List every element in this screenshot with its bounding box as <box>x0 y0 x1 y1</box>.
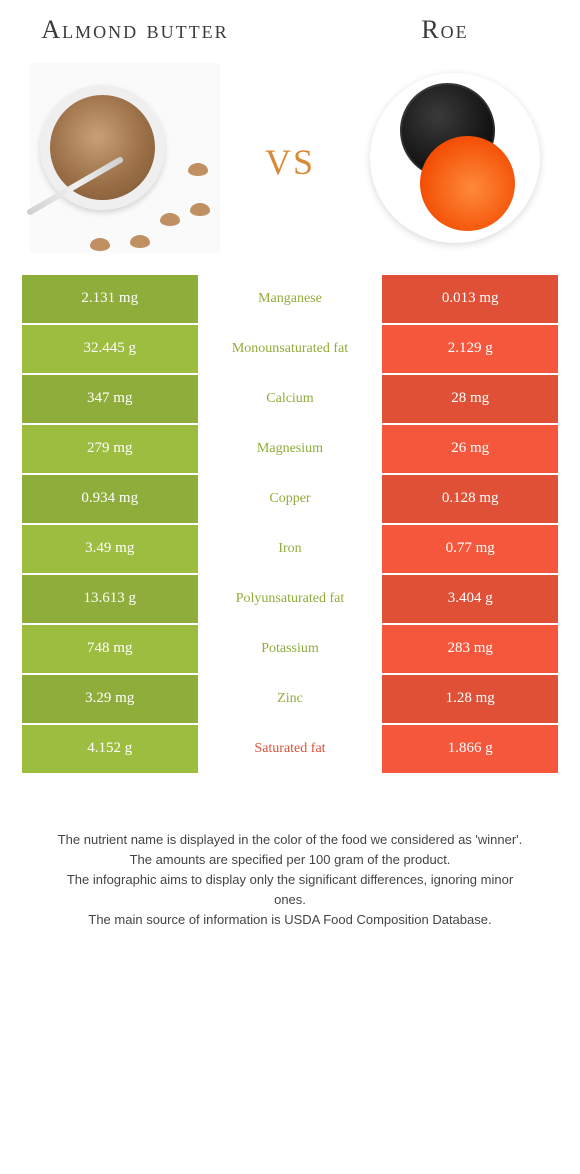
value-left: 0.934 mg <box>21 474 199 524</box>
footer-line: The nutrient name is displayed in the co… <box>50 830 530 850</box>
value-right: 0.128 mg <box>381 474 559 524</box>
value-left: 3.49 mg <box>21 524 199 574</box>
food-left-image <box>30 63 220 253</box>
value-right: 1.28 mg <box>381 674 559 724</box>
value-left: 13.613 g <box>21 574 199 624</box>
images-row: vs <box>20 63 560 253</box>
table-row: 3.49 mgIron0.77 mg <box>21 524 559 574</box>
table-row: 2.131 mgManganese0.013 mg <box>21 274 559 324</box>
food-right-title: Roe <box>330 15 560 45</box>
nutrient-name: Calcium <box>199 374 382 424</box>
value-right: 1.866 g <box>381 724 559 774</box>
table-row: 4.152 gSaturated fat1.866 g <box>21 724 559 774</box>
nutrient-name: Magnesium <box>199 424 382 474</box>
table-row: 0.934 mgCopper0.128 mg <box>21 474 559 524</box>
value-left: 4.152 g <box>21 724 199 774</box>
almond-icon <box>188 163 208 176</box>
infographic-container: Almond butter Roe vs 2.131 mgManganese0.… <box>0 0 580 946</box>
almond-icon <box>90 238 110 251</box>
value-left: 748 mg <box>21 624 199 674</box>
nutrient-name: Copper <box>199 474 382 524</box>
almond-icon <box>190 203 210 216</box>
table-row: 279 mgMagnesium26 mg <box>21 424 559 474</box>
nutrient-name: Zinc <box>199 674 382 724</box>
red-caviar-icon <box>420 136 515 231</box>
footer-line: The infographic aims to display only the… <box>50 870 530 910</box>
nutrient-name: Polyunsaturated fat <box>199 574 382 624</box>
table-row: 748 mgPotassium283 mg <box>21 624 559 674</box>
footer-line: The amounts are specified per 100 gram o… <box>50 850 530 870</box>
footer-line: The main source of information is USDA F… <box>50 910 530 930</box>
value-left: 279 mg <box>21 424 199 474</box>
almond-icon <box>130 235 150 248</box>
value-right: 28 mg <box>381 374 559 424</box>
nutrient-name: Iron <box>199 524 382 574</box>
nutrient-name: Monounsaturated fat <box>199 324 382 374</box>
vs-label: vs <box>265 128 315 187</box>
table-row: 3.29 mgZinc1.28 mg <box>21 674 559 724</box>
value-right: 0.77 mg <box>381 524 559 574</box>
value-right: 0.013 mg <box>381 274 559 324</box>
nutrient-name: Saturated fat <box>199 724 382 774</box>
table-row: 13.613 gPolyunsaturated fat3.404 g <box>21 574 559 624</box>
value-left: 2.131 mg <box>21 274 199 324</box>
footer-notes: The nutrient name is displayed in the co… <box>20 830 560 931</box>
value-right: 26 mg <box>381 424 559 474</box>
nutrient-table: 2.131 mgManganese0.013 mg32.445 gMonouns… <box>20 273 560 775</box>
header-titles: Almond butter Roe <box>20 15 560 45</box>
value-right: 2.129 g <box>381 324 559 374</box>
value-right: 283 mg <box>381 624 559 674</box>
roe-yin-yang-icon <box>370 73 540 243</box>
value-left: 3.29 mg <box>21 674 199 724</box>
table-row: 32.445 gMonounsaturated fat2.129 g <box>21 324 559 374</box>
value-left: 32.445 g <box>21 324 199 374</box>
almond-icon <box>160 213 180 226</box>
table-row: 347 mgCalcium28 mg <box>21 374 559 424</box>
food-right-image <box>360 63 550 253</box>
nutrient-name: Potassium <box>199 624 382 674</box>
value-left: 347 mg <box>21 374 199 424</box>
food-left-title: Almond butter <box>20 15 250 45</box>
value-right: 3.404 g <box>381 574 559 624</box>
nutrient-name: Manganese <box>199 274 382 324</box>
